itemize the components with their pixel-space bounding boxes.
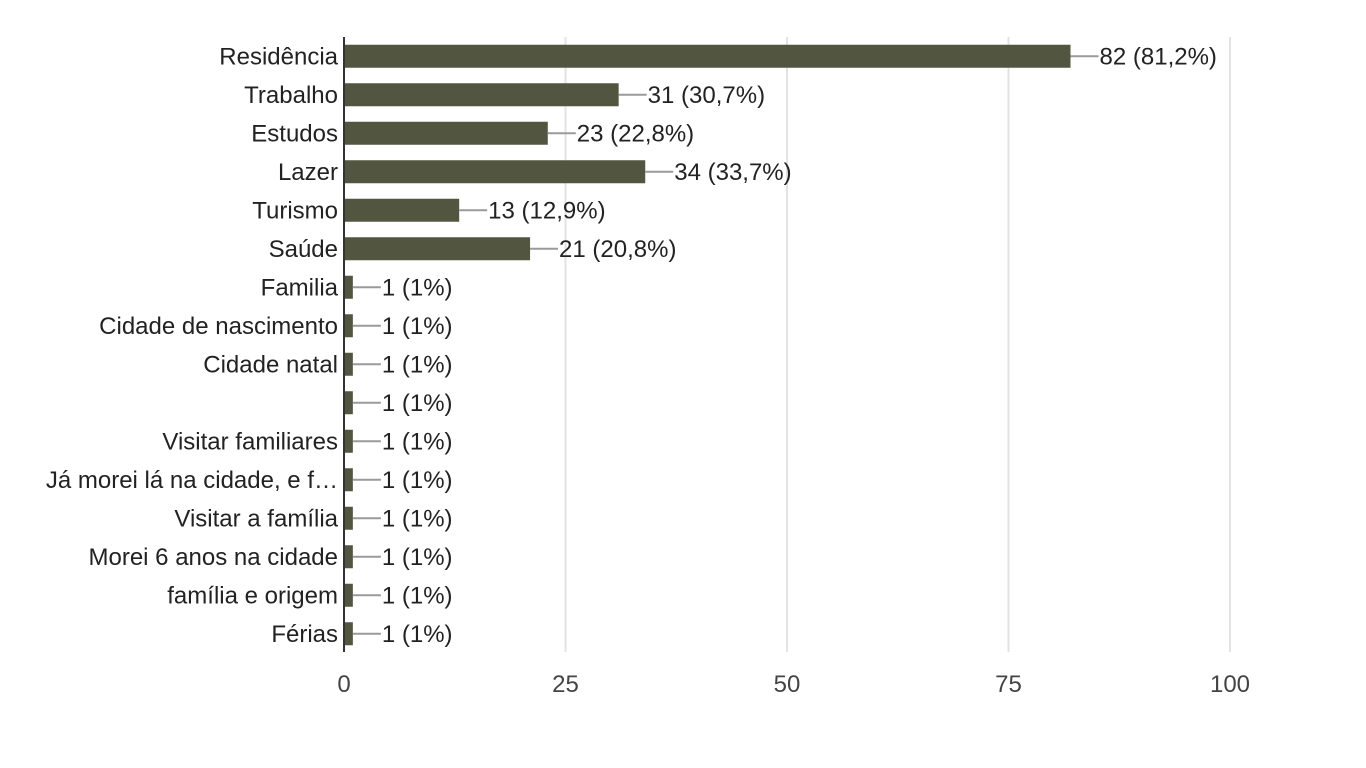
value-label: 1 (1%) — [382, 544, 453, 571]
category-label: Residência — [219, 43, 338, 70]
category-label: Férias — [271, 621, 338, 648]
category-label: Visitar a família — [174, 505, 338, 532]
category-label: Cidade natal — [203, 351, 338, 378]
x-tick-label: 50 — [774, 671, 801, 698]
x-tick-label: 25 — [552, 671, 579, 698]
bar — [344, 83, 619, 107]
bar — [344, 622, 353, 646]
value-label: 1 (1%) — [382, 505, 453, 532]
bars — [344, 44, 1099, 646]
category-label: Turismo — [252, 197, 338, 224]
bar — [344, 44, 1071, 68]
value-label: 1 (1%) — [382, 428, 453, 455]
value-label: 1 (1%) — [382, 621, 453, 648]
bar — [344, 121, 548, 145]
bar — [344, 160, 646, 184]
value-label: 1 (1%) — [382, 351, 453, 378]
value-label: 34 (33,7%) — [674, 159, 791, 186]
x-tick-label: 100 — [1210, 671, 1250, 698]
value-label: 1 (1%) — [382, 313, 453, 340]
bar — [344, 506, 353, 530]
category-label: Lazer — [278, 159, 338, 186]
value-label: 1 (1%) — [382, 274, 453, 301]
x-tick-label: 75 — [995, 671, 1022, 698]
category-label: Visitar familiares — [162, 428, 338, 455]
x-axis-ticks: 0 25 50 75 100 — [337, 671, 1250, 698]
bar — [344, 468, 353, 492]
category-label: Morei 6 anos na cidade — [89, 544, 339, 571]
category-label: Já morei lá na cidade, e f… — [46, 467, 338, 494]
value-label: 1 (1%) — [382, 390, 453, 417]
bar — [344, 545, 353, 569]
value-labels: 82 (81,2%) 31 (30,7%) 23 (22,8%) 34 (33,7%)… — [382, 43, 1217, 648]
category-label: Familia — [261, 274, 339, 301]
value-label: 82 (81,2%) — [1100, 43, 1217, 70]
bar — [344, 429, 353, 453]
category-label: família e origem — [167, 582, 338, 609]
bar — [344, 237, 531, 261]
bar — [344, 275, 353, 299]
x-tick-label: 0 — [337, 671, 350, 698]
category-label: Estudos — [251, 120, 338, 147]
bar — [344, 314, 353, 338]
category-label: Cidade de nascimento — [99, 313, 338, 340]
value-label: 31 (30,7%) — [648, 82, 765, 109]
bar — [344, 198, 460, 222]
value-label: 23 (22,8%) — [577, 120, 694, 147]
grid-lines — [564, 37, 1231, 652]
bar — [344, 391, 353, 415]
bar — [344, 583, 353, 607]
value-label: 1 (1%) — [382, 467, 453, 494]
category-label: Saúde — [269, 236, 338, 263]
category-label: Trabalho — [244, 82, 338, 109]
category-labels: Residência Trabalho Estudos Lazer Turismo Saú… — [46, 43, 339, 648]
value-label: 1 (1%) — [382, 582, 453, 609]
value-label: 21 (20,8%) — [559, 236, 676, 263]
value-label: 13 (12,9%) — [488, 197, 605, 224]
bar — [344, 352, 353, 376]
